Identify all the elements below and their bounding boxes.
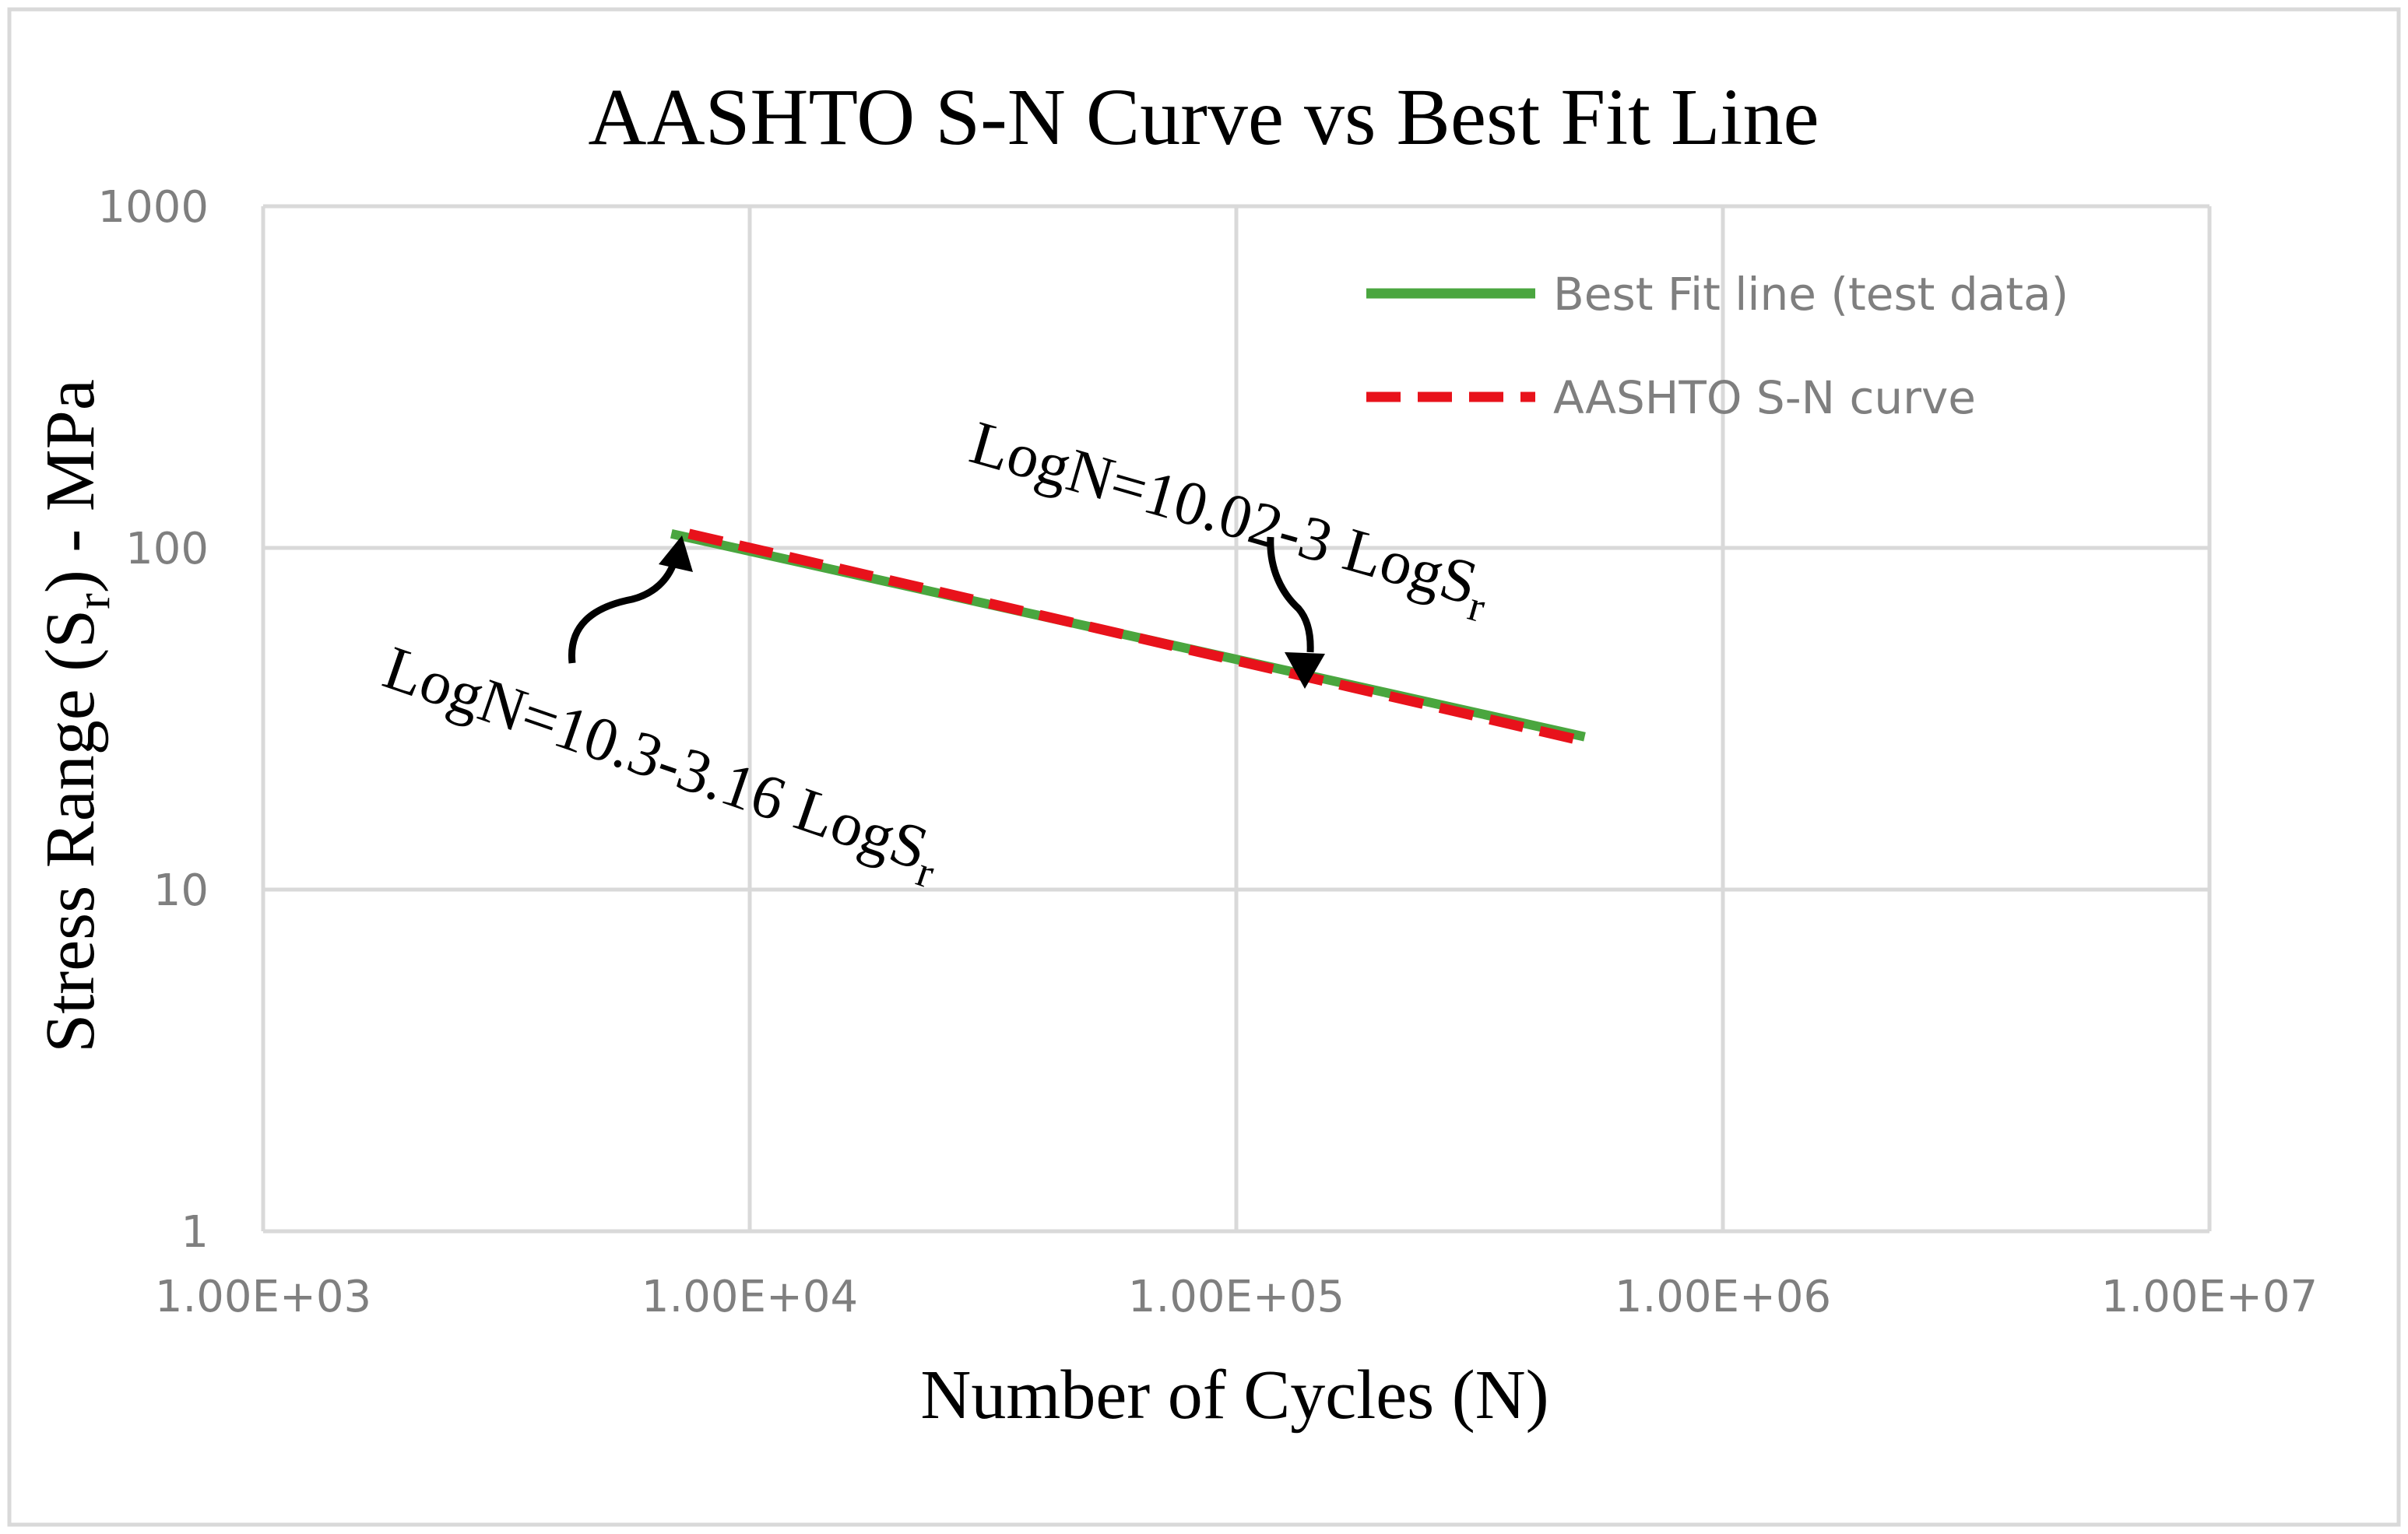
- legend-label-aashto: AASHTO S-N curve: [1553, 371, 1976, 424]
- y-axis-title: Stress Range (Sr) - MPa: [32, 379, 120, 1053]
- legend-label-best-fit: Best Fit line (test data): [1553, 268, 2069, 321]
- aashto-arrow: [1267, 536, 1325, 689]
- y-tick-label: 1: [181, 1207, 209, 1258]
- best-fit-arrow-shaft: [568, 560, 678, 664]
- y-tick-label: 1000: [97, 182, 209, 233]
- x-axis-title: Number of Cycles (N): [920, 1357, 1549, 1434]
- x-tick-label: 1.00E+04: [642, 1272, 858, 1322]
- y-axis-ticks: 1 10 100 1000: [97, 182, 209, 1258]
- x-tick-label: 1.00E+05: [1128, 1272, 1345, 1322]
- series-line-best-fit: [670, 528, 1586, 742]
- aashto-arrow-shaft: [1267, 536, 1314, 653]
- gridlines: [261, 204, 2212, 1234]
- series-layer: [670, 528, 1586, 745]
- aashto-arrow-head: [1285, 652, 1325, 689]
- x-tick-label: 1.00E+07: [2101, 1272, 2318, 1322]
- x-tick-label: 1.00E+03: [155, 1272, 371, 1322]
- x-axis-ticks: 1.00E+03 1.00E+04 1.00E+05 1.00E+06 1.00E+07: [155, 1272, 2318, 1322]
- chart-title: AASHTO S-N Curve vs Best Fit Line: [588, 72, 1819, 162]
- y-tick-label: 100: [125, 524, 209, 574]
- best-fit-arrow: [568, 535, 693, 664]
- chart-border: [7, 7, 2401, 1527]
- best-fit-arrow-head: [659, 535, 693, 572]
- y-tick-label: 10: [153, 865, 209, 916]
- x-tick-label: 1.00E+06: [1615, 1272, 1831, 1322]
- legend: Best Fit line (test data) AASHTO S-N cur…: [1366, 268, 2069, 424]
